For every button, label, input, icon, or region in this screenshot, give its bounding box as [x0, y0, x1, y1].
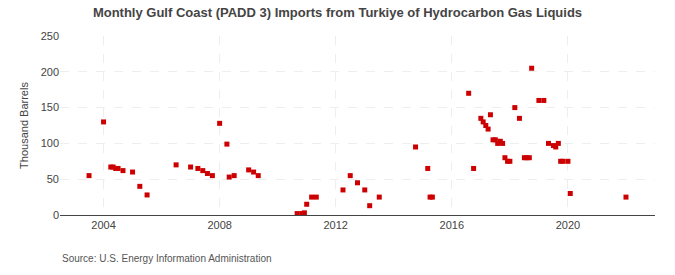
svg-text:100: 100 [41, 137, 59, 149]
svg-text:250: 250 [41, 30, 59, 42]
svg-text:2016: 2016 [440, 219, 464, 231]
svg-text:2020: 2020 [556, 219, 580, 231]
svg-text:200: 200 [41, 66, 59, 78]
svg-text:Source: U.S. Energy Informatio: Source: U.S. Energy Information Administ… [62, 253, 272, 264]
svg-text:0: 0 [53, 209, 59, 221]
svg-text:Monthly Gulf Coast (PADD 3) Im: Monthly Gulf Coast (PADD 3) Imports from… [93, 5, 582, 20]
svg-text:2012: 2012 [323, 219, 347, 231]
svg-text:2004: 2004 [91, 219, 115, 231]
svg-text:50: 50 [47, 173, 59, 185]
svg-text:Thousand Barrels: Thousand Barrels [18, 82, 30, 169]
svg-text:2008: 2008 [207, 219, 231, 231]
svg-text:150: 150 [41, 101, 59, 113]
